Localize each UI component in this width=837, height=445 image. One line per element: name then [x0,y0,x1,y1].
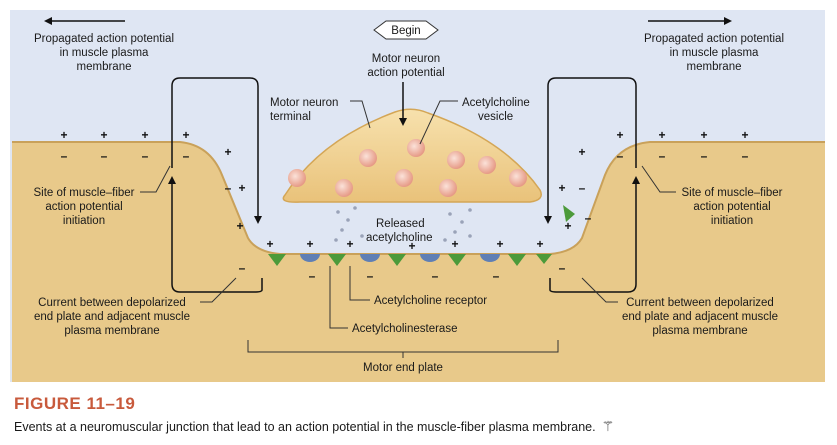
svg-text:–: – [559,261,566,275]
motor-neuron-ap-label-2: action potential [367,67,444,79]
current-right-leader-line [581,277,618,303]
svg-text:–: – [101,149,108,163]
acetylcholinesterase-markers [268,205,575,266]
begin-marker [373,20,439,40]
svg-text:–: – [659,149,666,163]
svg-text:–: – [493,269,500,283]
site-left-label-3: initiation [63,215,105,227]
svg-text:+: + [60,128,67,142]
terminal-leader-line [350,100,371,129]
site-right-label-3: initiation [711,215,753,227]
released-ach-label-2: acetylcholine [366,232,432,244]
motor-neuron-ap-label-1: Motor neuron [372,53,440,65]
current-loop-left-lower [168,176,263,293]
current-loop-right-lower [549,176,640,293]
svg-text:+: + [224,145,231,159]
membrane-charges: + + + + – – – – + – + + – + + + + + + + … [60,128,748,283]
receptor-leader-line [349,266,370,301]
svg-text:+: + [536,237,543,251]
current-right-label-2: end plate and adjacent muscle [622,311,778,323]
svg-text:–: – [309,269,316,283]
svg-text:–: – [579,181,586,195]
svg-text:+: + [141,128,148,142]
neuromuscular-junction-figure: Begin Motor neuron action potential Prop… [10,10,825,382]
figure-caption-icon: ⚚ [601,418,615,434]
ach-esterase-label: Acetylcholinesterase [352,323,457,335]
site-right-leader-line [641,165,676,193]
svg-text:+: + [266,237,273,251]
esterase-leader-line [329,266,348,329]
svg-text:+: + [496,237,503,251]
current-left-label-1: Current between depolarized [38,297,186,309]
svg-text:+: + [451,237,458,251]
ach-vesicle-label-1: Acetylcholine [462,97,530,109]
acetylcholine-receptors [300,254,500,262]
svg-text:–: – [367,269,374,283]
svg-text:+: + [741,128,748,142]
released-ach-label-1: Released [376,218,425,230]
propagated-right-label-3: membrane [687,61,742,73]
current-right-label-1: Current between depolarized [626,297,774,309]
site-right-label-1: Site of muscle–fiber [682,187,783,199]
svg-text:+: + [182,128,189,142]
current-right-label-3: plasma membrane [652,325,747,337]
svg-text:–: – [239,261,246,275]
propagated-right-label-1: Propagated action potential [644,33,784,45]
svg-text:+: + [408,239,415,253]
svg-text:–: – [432,269,439,283]
svg-text:–: – [183,149,190,163]
current-loop-right-upper [544,77,637,224]
current-left-leader-line [200,277,237,303]
figure-caption-title: FIGURE 11–19 [14,394,136,413]
ach-receptor-label: Acetylcholine receptor [374,295,487,307]
svg-text:–: – [585,211,592,225]
site-left-label-2: action potential [45,201,122,213]
motor-end-plate-label: Motor end plate [363,362,443,374]
figure-caption-body: Events at a neuromuscular junction that … [14,420,596,434]
propagated-left-label-1: Propagated action potential [34,33,174,45]
motor-neuron-terminal-label-1: Motor neuron [270,97,338,109]
ach-vesicle-label-2: vesicle [478,111,513,123]
figure-caption-text: Events at a neuromuscular junction that … [14,418,614,435]
site-left-leader-line [140,165,171,193]
svg-text:+: + [346,237,353,251]
svg-text:+: + [700,128,707,142]
svg-text:+: + [306,237,313,251]
muscle-fiber [12,142,825,382]
vesicle-leader-line [419,100,458,145]
current-loop-left-upper [171,77,262,224]
motor-neuron-terminal-label-2: terminal [270,111,311,123]
released-acetylcholine-molecules [334,206,472,242]
propagated-right-label-2: in muscle plasma [670,47,759,59]
propagated-left-label-3: membrane [77,61,132,73]
svg-text:–: – [142,149,149,163]
svg-text:+: + [238,181,245,195]
svg-text:–: – [225,181,232,195]
svg-text:+: + [236,219,243,233]
current-left-label-3: plasma membrane [64,325,159,337]
svg-text:–: – [61,149,68,163]
site-right-label-2: action potential [693,201,770,213]
svg-text:+: + [616,128,623,142]
site-left-label-1: Site of muscle–fiber [34,187,135,199]
svg-text:+: + [658,128,665,142]
svg-text:–: – [742,149,749,163]
propagated-left-label-2: in muscle plasma [60,47,149,59]
begin-label: Begin [391,25,420,37]
svg-text:–: – [617,149,624,163]
svg-text:+: + [564,219,571,233]
svg-text:–: – [701,149,708,163]
svg-text:+: + [578,145,585,159]
svg-text:+: + [558,181,565,195]
current-left-label-2: end plate and adjacent muscle [34,311,190,323]
svg-text:+: + [100,128,107,142]
